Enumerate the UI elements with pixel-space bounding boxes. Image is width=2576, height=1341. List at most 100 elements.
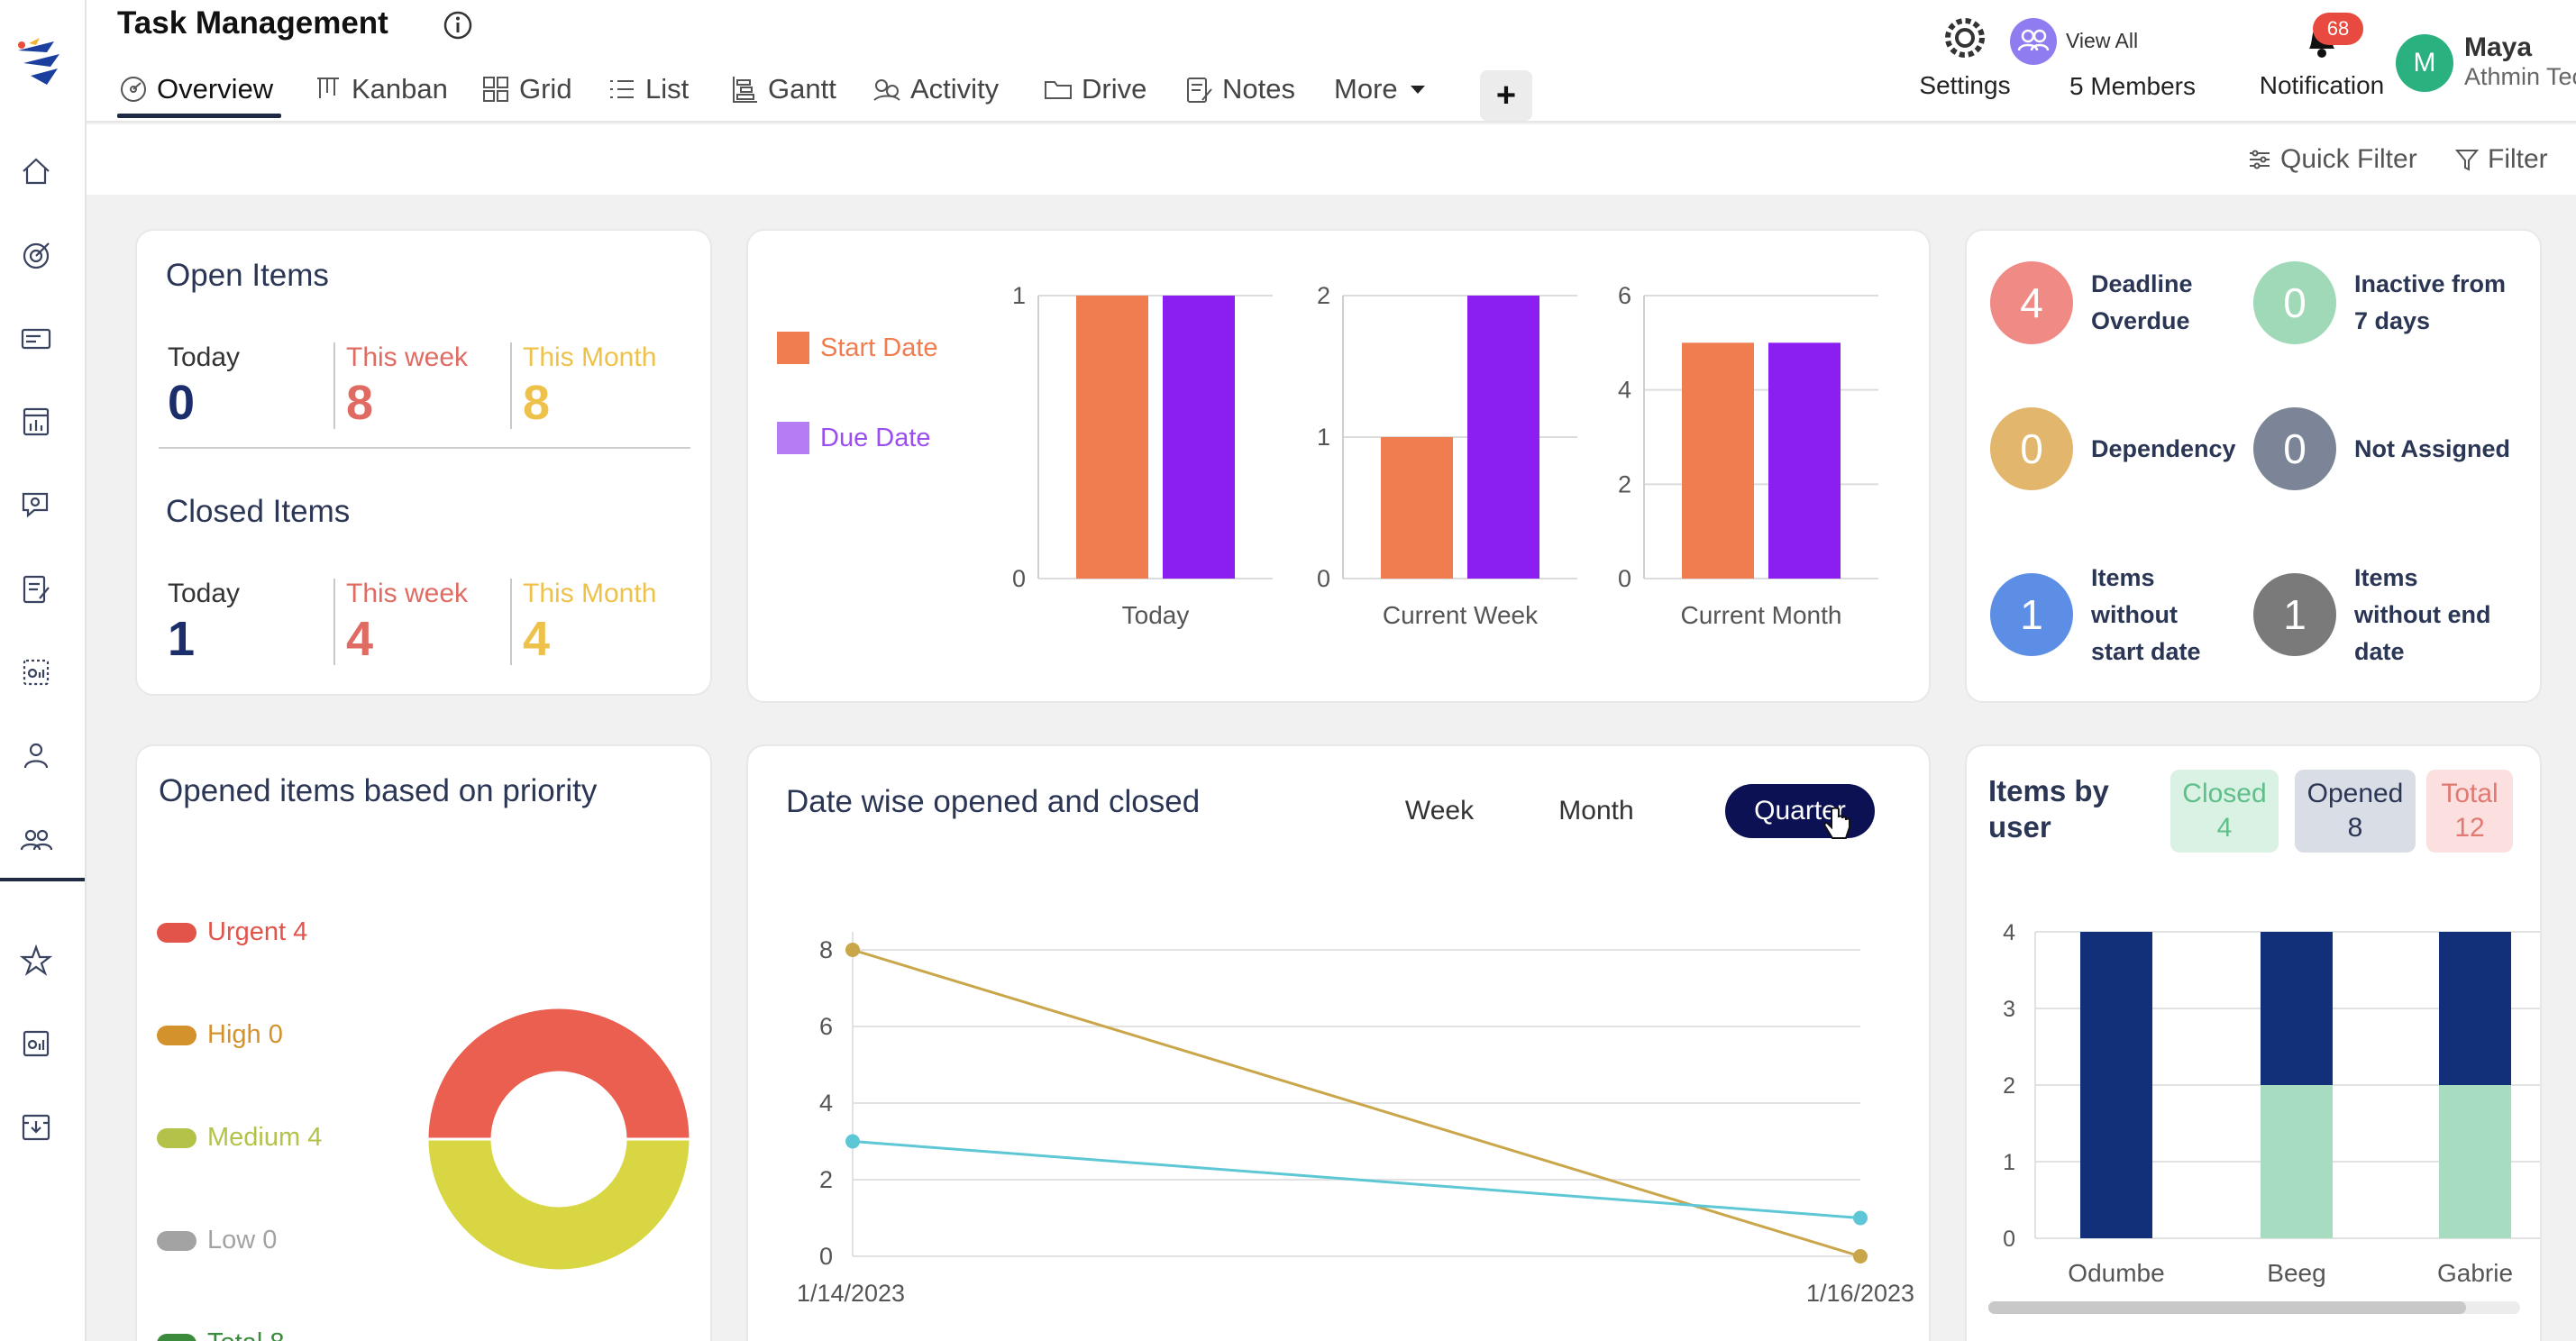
status-count-circle[interactable]: 1 [1990,573,2073,656]
divider [510,579,512,665]
tab-drive[interactable]: Drive [1042,70,1146,108]
legend-swatch [157,922,196,943]
divider [510,342,512,429]
x-category-label: Current Week [1383,601,1539,629]
user-name[interactable]: Maya [2464,32,2533,62]
star-icon[interactable] [16,941,56,981]
byuser-closed-pill[interactable]: Closed 4 [2170,770,2279,853]
status-label-line: Overdue [2091,307,2190,334]
app-logo[interactable] [11,32,69,97]
status-label-line: without [2091,600,2178,628]
pill-label: Opened [2307,779,2404,808]
add-tab-button[interactable]: + [1480,70,1532,121]
notes-icon [1187,78,1212,103]
status-label-line: Items [2354,563,2418,591]
y-tick-label: 0 [2003,1227,2015,1252]
closed-month-value: 4 [523,612,551,666]
sidebar-divider [0,878,85,881]
y-tick-label: 1 [1012,282,1026,309]
notification-label: Notification [2259,71,2385,99]
x-category-label: Gabrie [2437,1259,2513,1287]
scrollbar-thumb[interactable] [1988,1301,2466,1314]
filter-button[interactable]: Filter [2453,144,2548,175]
legend-swatch [157,1230,196,1251]
section-divider [159,447,690,449]
settings-label: Settings [1919,71,2011,99]
user-icon[interactable] [16,735,56,775]
report-icon[interactable] [16,402,56,442]
chevron-down-icon [1410,85,1425,94]
status-label-line: Items [2091,563,2155,591]
home-icon[interactable] [16,151,56,191]
avatar[interactable]: M [2396,34,2453,92]
status-count-circle[interactable]: 0 [2253,407,2336,490]
chat-search-icon[interactable] [16,485,56,525]
priority-legend-item[interactable]: Urgent 4 [157,917,307,947]
bar-start-date [1076,296,1148,579]
byuser-total-pill[interactable]: Total 12 [2426,770,2513,853]
overview-icon [121,77,146,102]
info-icon[interactable] [442,9,474,41]
tab-label: Grid [519,73,572,105]
bar-due-date [1768,342,1841,579]
members-icon[interactable] [2010,18,2057,65]
status-label-line: date [2354,637,2405,665]
legend-due-date[interactable]: Due Date [777,422,931,454]
card-icon[interactable] [16,319,56,359]
range-week-button[interactable]: Week [1404,796,1475,826]
y-tick-label: 1 [2003,1150,2015,1175]
status-count-circle[interactable]: 0 [2253,261,2336,344]
tab-more[interactable]: More [1334,70,1425,108]
tab-kanban[interactable]: Kanban [312,70,448,108]
priority-legend-item[interactable]: Total 8 [157,1328,284,1341]
legend-swatch [157,1127,196,1148]
donut-slice-medium [425,1137,692,1273]
range-quarter-button[interactable]: Quarter [1725,784,1875,838]
closed-items-title: Closed Items [166,494,351,529]
status-label: Items without start date [2091,560,2201,670]
status-label-line: without end [2354,600,2491,628]
quick-filter-button[interactable]: Quick Filter [2246,144,2417,175]
y-tick-label: 8 [819,936,833,963]
pill-label: Total [2441,779,2498,808]
tab-label: Gantt [768,73,836,105]
priority-title: Opened items based on priority [159,773,598,808]
tab-label: Activity [910,73,1000,105]
priority-legend-item[interactable]: High 0 [157,1020,283,1050]
status-count-circle[interactable]: 0 [1990,407,2073,490]
tab-grid[interactable]: Grid [480,70,572,108]
view-all-link[interactable]: View All [2066,29,2139,52]
horizontal-scrollbar[interactable] [1988,1301,2520,1314]
settings-button[interactable]: Settings [1893,13,2037,100]
closed-week-value: 4 [346,612,374,666]
priority-legend-item[interactable]: Medium 4 [157,1123,322,1153]
team-icon[interactable] [16,820,56,860]
tab-activity[interactable]: Activity [871,70,999,108]
target-icon[interactable] [16,236,56,276]
analytics-icon[interactable] [16,1024,56,1063]
y-tick-label: 2 [2003,1073,2015,1099]
status-count-circle[interactable]: 1 [2253,573,2336,656]
tab-label: List [645,73,690,105]
tab-label: Kanban [352,73,448,105]
legend-start-date[interactable]: Start Date [777,332,938,364]
tab-notes[interactable]: Notes [1183,70,1295,108]
status-count-circle[interactable]: 4 [1990,261,2073,344]
tab-overview[interactable]: Overview [117,70,273,108]
priority-legend-item[interactable]: Low 0 [157,1226,277,1255]
members-label: 5 Members [2069,72,2197,100]
closed-today-value: 1 [168,612,196,666]
archive-icon[interactable] [16,1107,56,1146]
range-month-button[interactable]: Month [1558,796,1634,826]
dashboard-icon[interactable] [16,652,56,692]
edit-doc-icon[interactable] [16,570,56,609]
datewise-line-chart: 0 2 4 6 8 1/14/2023 1/16/2023 [797,932,1914,1307]
tab-list[interactable]: List [606,70,689,108]
byuser-opened-pill[interactable]: Opened 8 [2295,770,2416,853]
priority-card: Opened items based on priority Urgent 4 H… [135,744,712,1341]
stacked-bar-segment [2439,1085,2511,1238]
tab-gantt[interactable]: Gantt [728,70,836,108]
members-button[interactable]: 5 Members [2037,68,2228,101]
x-tick-label: 1/16/2023 [1806,1280,1914,1307]
x-category-label: Today [1122,601,1190,629]
